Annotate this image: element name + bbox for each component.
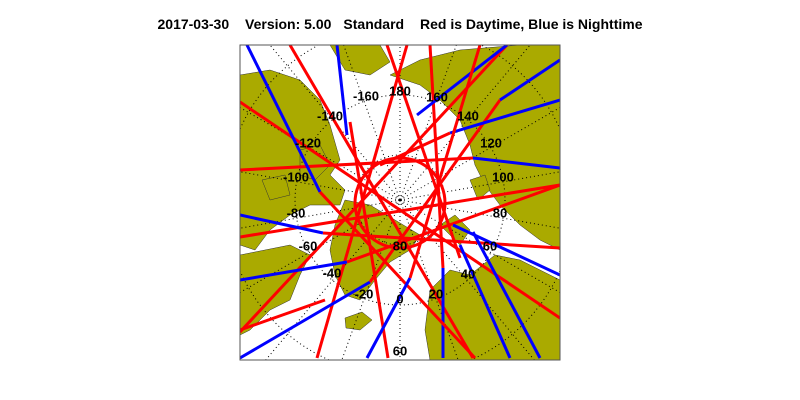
latitude-circle xyxy=(240,270,330,360)
date-label: 2017-03-30 xyxy=(157,16,230,32)
nighttime-track xyxy=(499,58,560,102)
lat-label: 80 xyxy=(393,238,407,253)
land-alaska xyxy=(329,45,391,76)
meridian-line xyxy=(399,199,535,360)
version-label: Version: 5.00 xyxy=(245,16,332,32)
meridian-line xyxy=(265,199,401,360)
nighttime-track xyxy=(472,156,560,170)
legend-label: Red is Daytime, Blue is Nighttime xyxy=(419,16,643,32)
lon-label: -60 xyxy=(299,238,318,253)
daytime-track xyxy=(240,298,326,332)
meridian-line xyxy=(269,45,401,201)
daytime-track xyxy=(385,45,462,259)
nighttime-track xyxy=(240,280,371,360)
daytime-track xyxy=(408,45,482,279)
nighttime-track xyxy=(240,213,324,235)
daytime-track xyxy=(428,45,445,269)
nighttime-track xyxy=(416,45,508,117)
lon-label: 20 xyxy=(429,286,443,301)
nighttime-track xyxy=(449,98,560,135)
meridian-line xyxy=(399,107,560,201)
daytime-track xyxy=(353,156,447,250)
lon-label: -140 xyxy=(317,108,343,123)
nighttime-track xyxy=(245,45,322,193)
daytime-track xyxy=(240,183,560,239)
lon-label: 60 xyxy=(483,238,497,253)
land-russia xyxy=(389,45,560,251)
mode-label: Standard xyxy=(343,16,405,32)
lon-label: -100 xyxy=(283,169,309,184)
lon-label: 80 xyxy=(493,205,507,220)
meridian-line xyxy=(399,45,531,201)
nighttime-track xyxy=(458,244,512,359)
graticule-labels: -160 180 160 140 120 100 80 60 40 20 0 -… xyxy=(283,83,514,358)
latitude-circle xyxy=(470,270,560,360)
lon-label: 0 xyxy=(396,291,403,306)
daytime-track xyxy=(346,183,560,264)
lon-label: -120 xyxy=(295,135,321,150)
land-arctic-islands xyxy=(261,144,331,201)
lon-label: 160 xyxy=(426,89,448,104)
pole-marker xyxy=(398,198,402,202)
daytime-track xyxy=(348,121,390,359)
plot-title: 2017-03-30 Version: 5.00 Standard Red is … xyxy=(0,16,800,32)
meridian-line xyxy=(341,199,401,360)
nighttime-track xyxy=(335,45,349,136)
daytime-track xyxy=(318,190,477,360)
daytime-track xyxy=(240,156,474,172)
lon-label: -20 xyxy=(355,286,374,301)
nighttime-track xyxy=(471,231,542,359)
lon-label: 40 xyxy=(461,266,475,281)
nighttime-track xyxy=(452,223,560,277)
lon-label: -40 xyxy=(323,265,342,280)
lon-label: 120 xyxy=(480,135,502,150)
lon-label: -80 xyxy=(287,205,306,220)
nighttime-track xyxy=(365,277,412,359)
latitude-circle xyxy=(481,45,560,130)
land-canada xyxy=(240,69,346,251)
nighttime-track xyxy=(240,260,348,282)
meridian-line xyxy=(240,107,401,201)
lon-label: 180 xyxy=(389,83,411,98)
lon-label: 100 xyxy=(492,169,514,184)
lon-label: 140 xyxy=(457,108,479,123)
latitude-circle xyxy=(240,45,319,130)
lat-label: 60 xyxy=(393,343,407,358)
lon-label: -160 xyxy=(353,88,379,103)
map-frame xyxy=(239,44,561,361)
satellite-tracks xyxy=(240,45,560,360)
